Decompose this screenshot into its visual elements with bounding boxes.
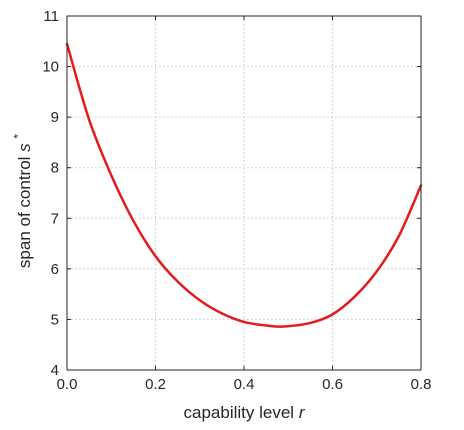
y-tick-label: 9 xyxy=(51,109,59,126)
x-axis-label-var: r xyxy=(299,403,306,422)
x-tick-label: 0.4 xyxy=(234,376,255,393)
x-axis-label: capability level r xyxy=(184,403,306,422)
y-tick-label: 5 xyxy=(51,311,59,328)
grid xyxy=(67,16,421,370)
x-tick-label: 0.2 xyxy=(145,376,166,393)
y-axis-label-text: span of control xyxy=(15,157,34,269)
ticks xyxy=(66,15,422,371)
x-tick-label: 0.8 xyxy=(411,376,432,393)
y-tick-label: 8 xyxy=(51,160,59,177)
y-tick-label: 7 xyxy=(51,210,59,227)
y-tick-label: 10 xyxy=(42,59,59,76)
y-tick-label: 4 xyxy=(51,362,59,379)
y-axis-label-var: s xyxy=(15,143,34,152)
x-tick-label: 0.0 xyxy=(57,376,78,393)
x-tick-label: 0.6 xyxy=(322,376,343,393)
y-tick-label: 11 xyxy=(43,8,59,25)
x-axis-label-text: capability level xyxy=(184,403,295,422)
series-layer xyxy=(65,42,423,328)
series-line xyxy=(65,42,423,328)
y-axis-label: span of control s * xyxy=(11,134,34,268)
y-axis-label-sup: * xyxy=(11,134,25,139)
tick-labels: 0.0 0.2 0.4 0.6 0.8 4 5 6 7 8 9 10 11 xyxy=(42,8,431,393)
y-tick-label: 6 xyxy=(51,261,59,278)
